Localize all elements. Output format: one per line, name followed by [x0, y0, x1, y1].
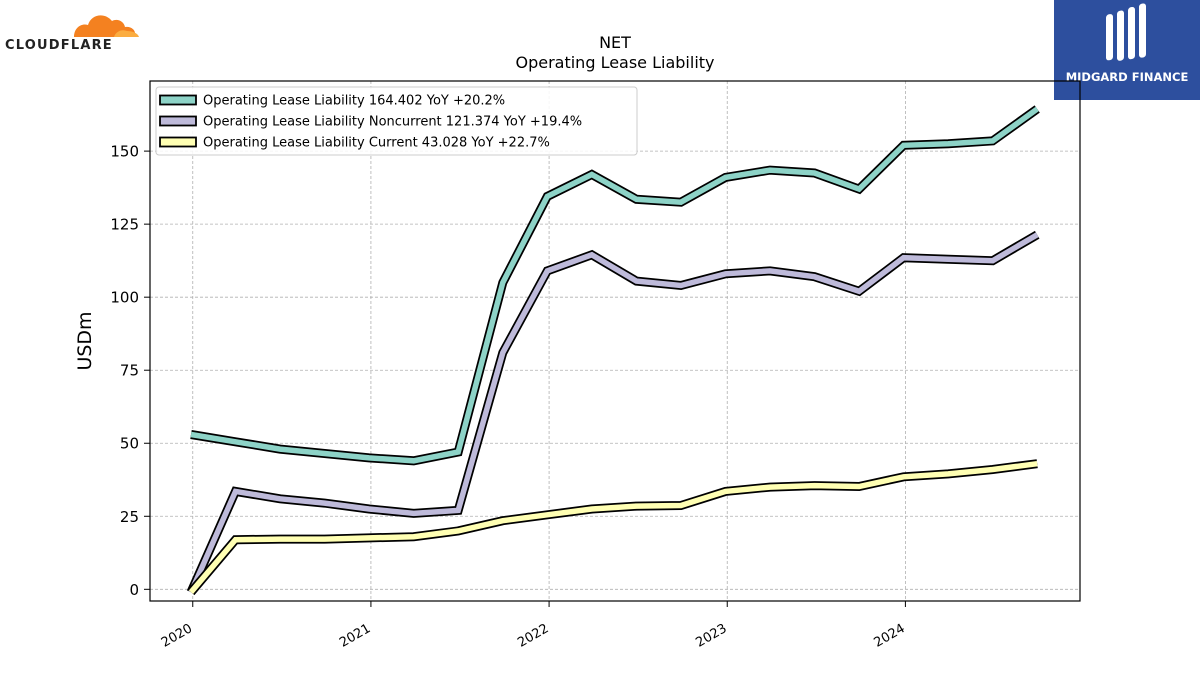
- legend-label-3: Operating Lease Liability Current 43.028…: [203, 136, 550, 151]
- y-tick-label: 100: [110, 289, 139, 307]
- y-tick-label: 125: [110, 216, 139, 234]
- y-tick-label: 0: [129, 581, 139, 599]
- y-axis-label: USDm: [74, 311, 96, 370]
- x-tick-label: 2022: [515, 621, 551, 651]
- chart-title: NET: [599, 33, 631, 52]
- series-lines: [186, 105, 1040, 596]
- legend-label-1: Operating Lease Liability 164.402 YoY +2…: [203, 94, 505, 109]
- series-outline-1: [190, 105, 1040, 466]
- x-tick-label: 2020: [159, 621, 195, 651]
- legend-swatch-2: [159, 115, 197, 127]
- chart-subtitle: Operating Lease Liability: [515, 53, 714, 72]
- legend: Operating Lease Liability 164.402 YoY +2…: [155, 86, 638, 156]
- x-tick-label: 2023: [693, 621, 729, 651]
- cloudflare-logo-text: CLOUDFLARE: [5, 38, 113, 53]
- series-line-2: [188, 232, 1039, 594]
- midgard-finance-logo: MIDGARD FINANCE: [1054, 0, 1200, 100]
- legend-swatch-3: [159, 136, 197, 148]
- plot-frame: [149, 80, 1081, 602]
- axis-ticks: 0 25 50 75 100 125 150 2020 2021 2022 2023 2024: [110, 143, 907, 651]
- grid: [150, 81, 1080, 601]
- series-outline-3: [187, 459, 1038, 596]
- y-tick-label: 150: [110, 143, 139, 161]
- legend-box: [155, 86, 638, 156]
- y-tick-label: 75: [120, 362, 139, 380]
- x-tick-label: 2024: [872, 621, 908, 651]
- series-line-1: [190, 106, 1039, 464]
- legend-label-2: Operating Lease Liability Noncurrent 121…: [203, 115, 582, 130]
- y-tick-label: 25: [120, 508, 139, 526]
- x-tick-label: 2021: [337, 621, 373, 651]
- series-line-3: [188, 460, 1038, 594]
- cloudflare-logo: CLOUDFLARE: [4, 4, 149, 54]
- legend-swatch-1: [159, 94, 197, 106]
- midgard-finance-logo-text: MIDGARD FINANCE: [1066, 70, 1189, 84]
- y-tick-label: 50: [120, 435, 139, 453]
